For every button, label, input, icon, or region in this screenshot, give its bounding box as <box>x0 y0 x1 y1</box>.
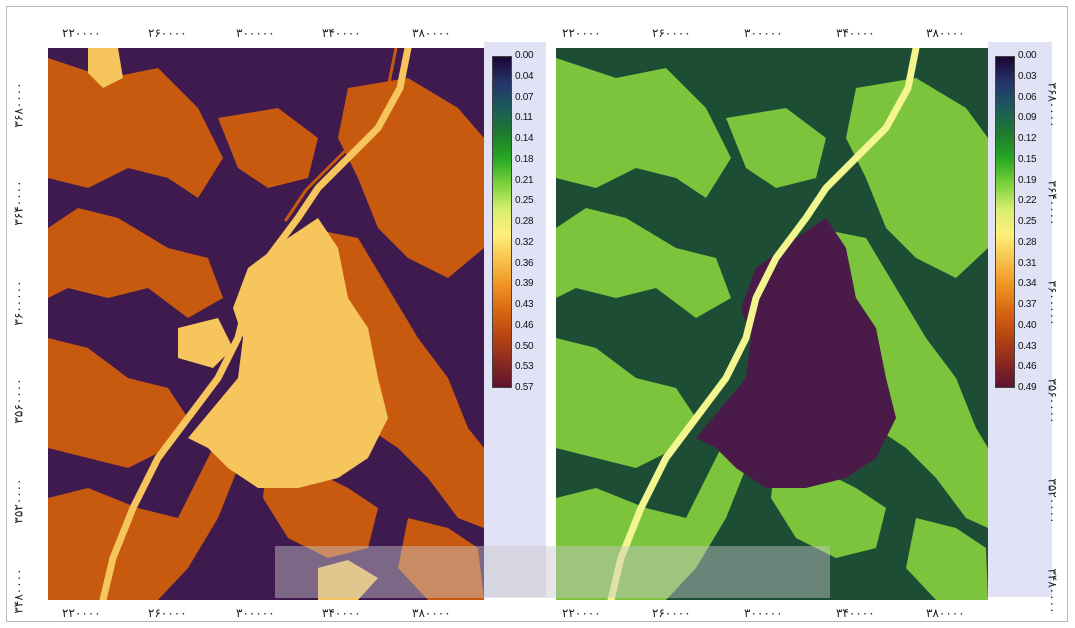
right-map-raster <box>556 48 988 600</box>
axis-tick-label: ۲۲۰۰۰۰ <box>562 606 601 620</box>
legend-tick-label: 0.43 <box>1018 340 1037 352</box>
left-map-zone-light <box>88 48 123 88</box>
axis-tick-label: ۳۶۰۰۰۰۰ <box>1045 280 1060 326</box>
right-map-zone-core <box>696 218 896 488</box>
left-map-zone-mid <box>398 518 484 600</box>
legend-tick-label: 0.34 <box>1018 278 1037 290</box>
axis-tick-label: ۲۶۰۰۰۰ <box>148 606 187 620</box>
axis-tick-label: ۳۵۶۰۰۰۰ <box>11 378 26 424</box>
legend-tick-label: 0.03 <box>1018 70 1037 82</box>
legend-tick-label: 0.22 <box>1018 195 1037 207</box>
axis-tick-label: ۳۸۰۰۰۰ <box>926 26 965 40</box>
axis-tick-label: ۳۵۲۰۰۰۰ <box>1045 478 1060 524</box>
axis-tick-label: ۳۴۰۰۰۰ <box>836 26 875 40</box>
right-map-zone-mid <box>556 338 696 468</box>
legend-tick-label: 0.25 <box>515 195 534 207</box>
left-map-zone-light <box>318 560 378 600</box>
legend-tick-label: 0.04 <box>515 70 534 82</box>
legend-tick-label: 0.19 <box>1018 174 1037 186</box>
legend-tick-label: 0.31 <box>1018 257 1037 269</box>
legend-tick-label: 0.39 <box>515 278 534 290</box>
axis-tick-label: ۳۵۲۰۰۰۰ <box>11 478 26 524</box>
left-map-river <box>99 48 412 600</box>
left-map-zone-light <box>178 318 233 368</box>
left-map-river-edge <box>284 48 398 222</box>
left-legend-colorbar <box>492 56 512 388</box>
legend-tick-label: 0.28 <box>1018 236 1037 248</box>
legend-tick-label: 0.32 <box>515 236 534 248</box>
right-map <box>556 48 988 600</box>
legend-tick-label: 0.11 <box>515 112 533 124</box>
legend-tick-label: 0.00 <box>1018 50 1037 61</box>
left-map <box>48 48 484 600</box>
axis-tick-label: ۳۰۰۰۰۰ <box>744 606 783 620</box>
legend-tick-label: 0.14 <box>515 133 534 144</box>
left-map-zone-mid <box>48 208 223 318</box>
legend-tick-label: 0.46 <box>1018 361 1037 373</box>
left-map-zone-mid <box>218 108 318 188</box>
axis-tick-label: ۳۵۶۰۰۰۰ <box>1045 378 1060 424</box>
axis-tick-label: ۳۶۴۰۰۰۰ <box>11 180 26 226</box>
axis-tick-label: ۳۸۰۰۰۰ <box>412 606 451 620</box>
left-map-raster <box>48 48 484 600</box>
right-legend-colorbar <box>995 56 1015 388</box>
axis-tick-label: ۳۰۰۰۰۰ <box>236 26 275 40</box>
legend-tick-label: 0.40 <box>1018 319 1037 331</box>
axis-tick-label: ۳۶۴۰۰۰۰ <box>1045 180 1060 226</box>
legend-tick-label: 0.21 <box>515 174 534 186</box>
right-map-zone-mid <box>906 518 988 600</box>
right-map-zone-mid <box>556 58 731 198</box>
right-map-zone-mid <box>556 208 731 318</box>
watermark-band <box>275 546 830 598</box>
legend-tick-label: 0.57 <box>515 382 534 393</box>
legend-tick-label: 0.28 <box>515 216 534 227</box>
axis-tick-label: ۳۸۰۰۰۰ <box>926 606 965 620</box>
axis-tick-label: ۲۶۰۰۰۰ <box>148 26 187 40</box>
legend-tick-label: 0.07 <box>515 91 534 103</box>
axis-tick-label: ۳۴۰۰۰۰ <box>836 606 875 620</box>
legend-tick-label: 0.49 <box>1018 382 1037 393</box>
axis-tick-label: ۲۲۰۰۰۰ <box>62 606 101 620</box>
legend-tick-label: 0.53 <box>515 361 534 373</box>
left-map-zone-light <box>188 218 388 488</box>
legend-tick-label: 0.15 <box>1018 153 1037 165</box>
axis-tick-label: ۲۲۰۰۰۰ <box>62 26 101 40</box>
figure-frame <box>6 6 1068 622</box>
legend-tick-label: 0.46 <box>515 319 534 331</box>
right-map-river <box>607 48 920 600</box>
axis-tick-label: ۳۰۰۰۰۰ <box>236 606 275 620</box>
axis-tick-label: ۳۶۰۰۰۰۰ <box>11 280 26 326</box>
left-map-zone-mid <box>308 228 484 528</box>
legend-tick-label: 0.09 <box>1018 112 1037 124</box>
legend-tick-label: 0.37 <box>1018 299 1037 310</box>
axis-tick-label: ۳۴۸۰۰۰۰ <box>11 568 26 614</box>
axis-tick-label: ۳۸۰۰۰۰ <box>412 26 451 40</box>
right-map-zone-mid <box>556 428 746 600</box>
legend-tick-label: 0.18 <box>515 153 534 165</box>
axis-tick-label: ۳۰۰۰۰۰ <box>744 26 783 40</box>
legend-tick-label: 0.00 <box>515 50 534 61</box>
axis-tick-label: ۳۴۸۰۰۰۰ <box>1045 568 1060 614</box>
axis-tick-label: ۳۴۰۰۰۰ <box>322 606 361 620</box>
right-map-zone-mid <box>726 108 826 188</box>
legend-tick-label: 0.36 <box>515 257 534 269</box>
axis-tick-label: ۲۶۰۰۰۰ <box>652 26 691 40</box>
axis-tick-label: ۲۶۰۰۰۰ <box>652 606 691 620</box>
legend-tick-label: 0.50 <box>515 340 534 352</box>
axis-tick-label: ۲۲۰۰۰۰ <box>562 26 601 40</box>
axis-tick-label: ۳۶۸۰۰۰۰ <box>11 82 26 128</box>
left-map-zone-mid <box>48 338 188 468</box>
legend-tick-label: 0.06 <box>1018 91 1037 103</box>
axis-tick-label: ۳۶۸۰۰۰۰ <box>1045 82 1060 128</box>
legend-tick-label: 0.25 <box>1018 216 1037 227</box>
left-map-zone-mid <box>48 428 238 600</box>
legend-tick-label: 0.12 <box>1018 133 1037 144</box>
left-map-zone-mid <box>48 58 223 198</box>
legend-tick-label: 0.43 <box>515 299 534 310</box>
axis-tick-label: ۳۴۰۰۰۰ <box>322 26 361 40</box>
